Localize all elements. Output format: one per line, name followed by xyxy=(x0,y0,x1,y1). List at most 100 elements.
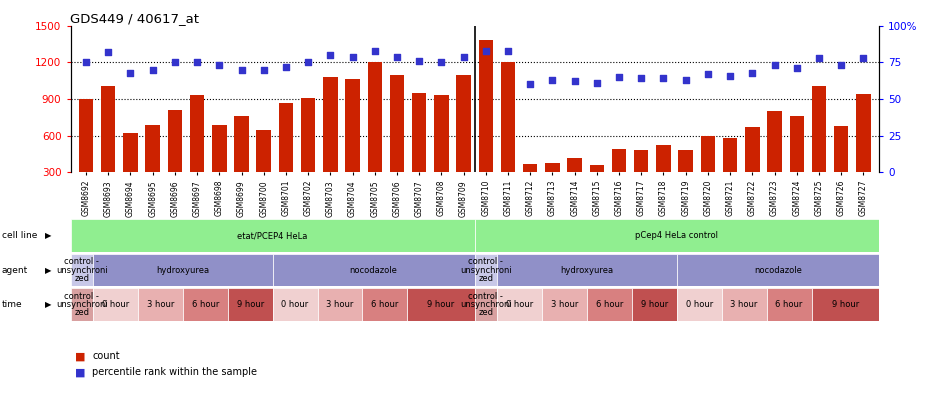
Bar xyxy=(257,129,271,172)
Text: 9 hour: 9 hour xyxy=(832,300,859,309)
Bar xyxy=(70,219,475,252)
Point xyxy=(123,69,138,76)
Text: nocodazole: nocodazole xyxy=(754,266,802,274)
Text: control -
unsynchroni
zed: control - unsynchroni zed xyxy=(55,292,107,317)
Text: 9 hour: 9 hour xyxy=(641,300,668,309)
Point xyxy=(345,53,360,60)
Point xyxy=(190,59,205,65)
Bar xyxy=(812,86,826,172)
Text: hydroxyurea: hydroxyurea xyxy=(560,266,614,274)
Point xyxy=(612,74,627,80)
Bar xyxy=(722,288,767,321)
Bar xyxy=(182,288,227,321)
Text: ▶: ▶ xyxy=(45,266,52,274)
Bar xyxy=(278,103,293,172)
Text: control -
unsynchroni
zed: control - unsynchroni zed xyxy=(55,257,107,283)
Bar xyxy=(634,150,649,172)
Bar xyxy=(700,135,715,172)
Text: ▶: ▶ xyxy=(45,300,52,309)
Bar xyxy=(212,125,227,172)
Bar xyxy=(856,94,870,172)
Bar xyxy=(301,98,315,172)
Bar xyxy=(167,110,182,172)
Text: 3 hour: 3 hour xyxy=(326,300,353,309)
Bar xyxy=(723,138,737,172)
Point xyxy=(567,78,582,85)
Point xyxy=(322,52,337,58)
Point xyxy=(412,58,427,64)
Point xyxy=(212,62,227,69)
Bar xyxy=(679,150,693,172)
Bar xyxy=(457,74,471,172)
Text: 0 hour: 0 hour xyxy=(281,300,308,309)
Text: 3 hour: 3 hour xyxy=(147,300,174,309)
Text: control -
unsynchroni
zed: control - unsynchroni zed xyxy=(460,292,511,317)
Bar xyxy=(93,288,138,321)
Point xyxy=(368,48,383,54)
Text: 0 hour: 0 hour xyxy=(506,300,533,309)
Bar xyxy=(542,288,587,321)
Text: ■: ■ xyxy=(75,367,86,377)
Point xyxy=(723,72,738,79)
Bar xyxy=(523,164,538,172)
Bar xyxy=(834,126,849,172)
Bar xyxy=(767,288,811,321)
Bar xyxy=(745,127,760,172)
Bar xyxy=(390,74,404,172)
Bar xyxy=(101,86,116,172)
Text: 9 hour: 9 hour xyxy=(428,300,455,309)
Bar xyxy=(363,288,407,321)
Bar xyxy=(501,62,515,172)
Point xyxy=(301,59,316,65)
Text: 6 hour: 6 hour xyxy=(596,300,623,309)
Bar xyxy=(146,125,160,172)
Point xyxy=(234,67,249,73)
Bar xyxy=(497,254,677,286)
Bar xyxy=(811,288,879,321)
Bar xyxy=(407,288,475,321)
Point xyxy=(478,48,494,54)
Bar xyxy=(93,254,273,286)
Bar xyxy=(434,95,448,172)
Point xyxy=(834,62,849,69)
Bar xyxy=(497,288,542,321)
Text: 9 hour: 9 hour xyxy=(237,300,264,309)
Bar xyxy=(368,62,382,172)
Point xyxy=(278,64,293,70)
Text: 6 hour: 6 hour xyxy=(192,300,219,309)
Bar xyxy=(70,254,93,286)
Point xyxy=(79,59,94,65)
Bar xyxy=(345,80,360,172)
Text: 6 hour: 6 hour xyxy=(371,300,399,309)
Text: ▶: ▶ xyxy=(45,231,52,240)
Text: cell line: cell line xyxy=(2,231,38,240)
Bar xyxy=(587,288,632,321)
Bar xyxy=(234,116,249,172)
Bar xyxy=(656,145,671,172)
Point xyxy=(145,67,160,73)
Text: count: count xyxy=(92,351,119,362)
Point xyxy=(634,75,649,82)
Text: GDS449 / 40617_at: GDS449 / 40617_at xyxy=(70,11,199,25)
Point xyxy=(167,59,182,65)
Point xyxy=(500,48,515,54)
Bar xyxy=(475,254,497,286)
Text: nocodazole: nocodazole xyxy=(350,266,398,274)
Bar xyxy=(545,163,559,172)
Point xyxy=(545,77,560,83)
Point xyxy=(656,75,671,82)
Point xyxy=(767,62,782,69)
Text: percentile rank within the sample: percentile rank within the sample xyxy=(92,367,258,377)
Point xyxy=(700,71,715,77)
Point xyxy=(389,53,404,60)
Bar xyxy=(589,165,604,172)
Bar xyxy=(273,288,318,321)
Bar xyxy=(677,288,722,321)
Bar xyxy=(79,99,93,172)
Bar xyxy=(227,288,273,321)
Bar xyxy=(767,111,782,172)
Bar xyxy=(123,133,137,172)
Text: 0 hour: 0 hour xyxy=(685,300,713,309)
Point xyxy=(855,55,870,61)
Point xyxy=(589,80,604,86)
